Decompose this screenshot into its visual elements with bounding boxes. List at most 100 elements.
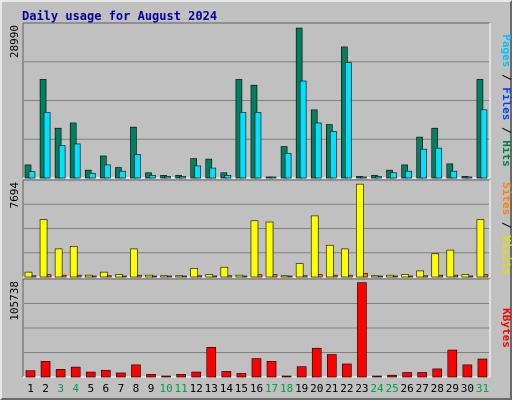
bar-pages-day-8 [134, 154, 141, 179]
y-max-label: 105738 [8, 281, 21, 321]
bar-visits-day-20 [310, 215, 319, 278]
bar-kbytes-day-22 [342, 363, 352, 378]
chart-title: Daily usage for August 2024 [22, 9, 218, 23]
bar-visits-day-10 [160, 275, 168, 278]
bar-pages-day-19 [299, 80, 307, 179]
bar-kbytes-day-27 [417, 372, 427, 378]
legend-entry: Hits [500, 140, 512, 167]
bar-kbytes-day-5 [85, 371, 96, 378]
bar-kbytes-day-25 [387, 374, 397, 378]
bar-pages-day-27 [420, 148, 427, 179]
legend-entry: / [500, 67, 512, 87]
bar-kbytes-day-23 [357, 282, 367, 378]
bar-sites-day-5 [91, 275, 97, 278]
bar-sites-day-28 [438, 274, 444, 278]
x-tick-label-day-20: 20 [310, 382, 323, 395]
bar-pages-day-4 [73, 143, 81, 179]
x-tick-label-day-8: 8 [133, 382, 140, 395]
bar-pages-day-21 [329, 131, 337, 179]
bar-kbytes-day-30 [462, 364, 473, 378]
bar-pages-day-6 [104, 164, 111, 179]
bar-kbytes-day-24 [372, 375, 382, 378]
y-max-label: 7694 [8, 182, 21, 209]
bar-pages-day-1 [28, 171, 36, 179]
bar-kbytes-day-14 [221, 371, 232, 378]
bar-visits-day-12 [190, 268, 199, 278]
bar-pages-day-18 [284, 153, 292, 179]
bar-visits-day-19 [295, 263, 304, 278]
bar-sites-day-7 [122, 275, 127, 278]
bar-visits-day-24 [371, 275, 379, 278]
bar-sites-day-6 [107, 275, 112, 278]
x-tick-label-day-2: 2 [42, 382, 49, 395]
bar-visits-day-21 [325, 244, 334, 278]
legend-entry: / [500, 120, 512, 140]
bar-pages-day-26 [405, 170, 412, 179]
x-tick-label-day-3: 3 [57, 382, 64, 395]
bar-kbytes-day-12 [191, 371, 202, 378]
bar-sites-day-15 [242, 275, 248, 278]
bar-visits-day-15 [235, 274, 244, 278]
bar-visits-day-29 [446, 249, 455, 278]
y-max-label: 28990 [8, 25, 21, 58]
bar-visits-day-17 [265, 221, 274, 278]
bar-kbytes-day-6 [101, 369, 111, 378]
bar-pages-day-14 [224, 175, 232, 179]
bar-sites-day-25 [393, 275, 398, 278]
x-tick-label-day-22: 22 [340, 382, 353, 395]
bar-sites-day-2 [46, 274, 52, 278]
x-tick-label-day-9: 9 [148, 382, 155, 395]
bar-sites-day-10 [167, 275, 172, 278]
bar-pages-day-7 [119, 170, 126, 179]
bar-pages-day-23 [360, 176, 367, 179]
bar-kbytes-day-15 [236, 373, 247, 378]
bar-pages-day-2 [43, 112, 51, 179]
x-tick-label-day-7: 7 [118, 382, 125, 395]
x-tick-label-day-14: 14 [220, 382, 234, 395]
bar-kbytes-day-18 [281, 375, 292, 378]
bar-sites-day-14 [227, 275, 233, 278]
x-tick-label-day-21: 21 [325, 382, 338, 395]
bar-pages-day-17 [269, 176, 277, 179]
bar-pages-day-5 [88, 172, 96, 179]
x-tick-label-day-6: 6 [103, 382, 110, 395]
bar-visits-day-6 [100, 271, 108, 278]
bar-kbytes-day-8 [131, 364, 141, 378]
bar-visits-day-7 [115, 274, 123, 278]
bar-sites-day-17 [272, 274, 278, 278]
x-tick-label-day-16: 16 [250, 382, 263, 395]
bar-sites-day-11 [182, 275, 187, 278]
bar-visits-day-23 [356, 183, 364, 278]
series-legend: KBytes [500, 308, 512, 348]
x-tick-label-day-26: 26 [401, 382, 414, 395]
x-tick-label-day-18: 18 [280, 382, 293, 395]
bar-visits-day-3 [54, 248, 63, 278]
bar-sites-day-9 [152, 275, 157, 278]
x-tick-label-day-15: 15 [235, 382, 248, 395]
bar-hits-day-8 [130, 126, 137, 179]
bar-kbytes-day-28 [432, 368, 443, 378]
bar-kbytes-day-1 [25, 370, 36, 378]
legend-entry: Files [500, 87, 512, 120]
bar-sites-day-26 [408, 275, 413, 278]
x-tick-label-day-12: 12 [190, 382, 203, 395]
bar-sites-day-24 [378, 275, 383, 278]
x-tick-label-day-31: 31 [476, 382, 489, 395]
bar-visits-day-25 [386, 274, 394, 278]
bar-pages-day-31 [480, 109, 488, 179]
bar-pages-day-30 [465, 176, 473, 179]
bar-kbytes-day-26 [402, 372, 412, 378]
bar-sites-day-19 [302, 275, 308, 278]
legend-entry: / [500, 215, 512, 235]
x-tick-label-day-27: 27 [416, 382, 429, 395]
bar-visits-day-13 [205, 274, 214, 278]
bar-visits-day-2 [39, 219, 48, 278]
bar-visits-day-9 [145, 274, 153, 278]
bar-kbytes-day-29 [447, 349, 458, 378]
series-legend: Sites / Visits [500, 182, 512, 275]
bar-sites-day-21 [332, 274, 338, 278]
bar-sites-day-18 [287, 275, 293, 278]
bar-visits-day-14 [220, 266, 229, 278]
bar-visits-day-28 [431, 253, 440, 278]
bar-kbytes-day-2 [40, 360, 51, 378]
